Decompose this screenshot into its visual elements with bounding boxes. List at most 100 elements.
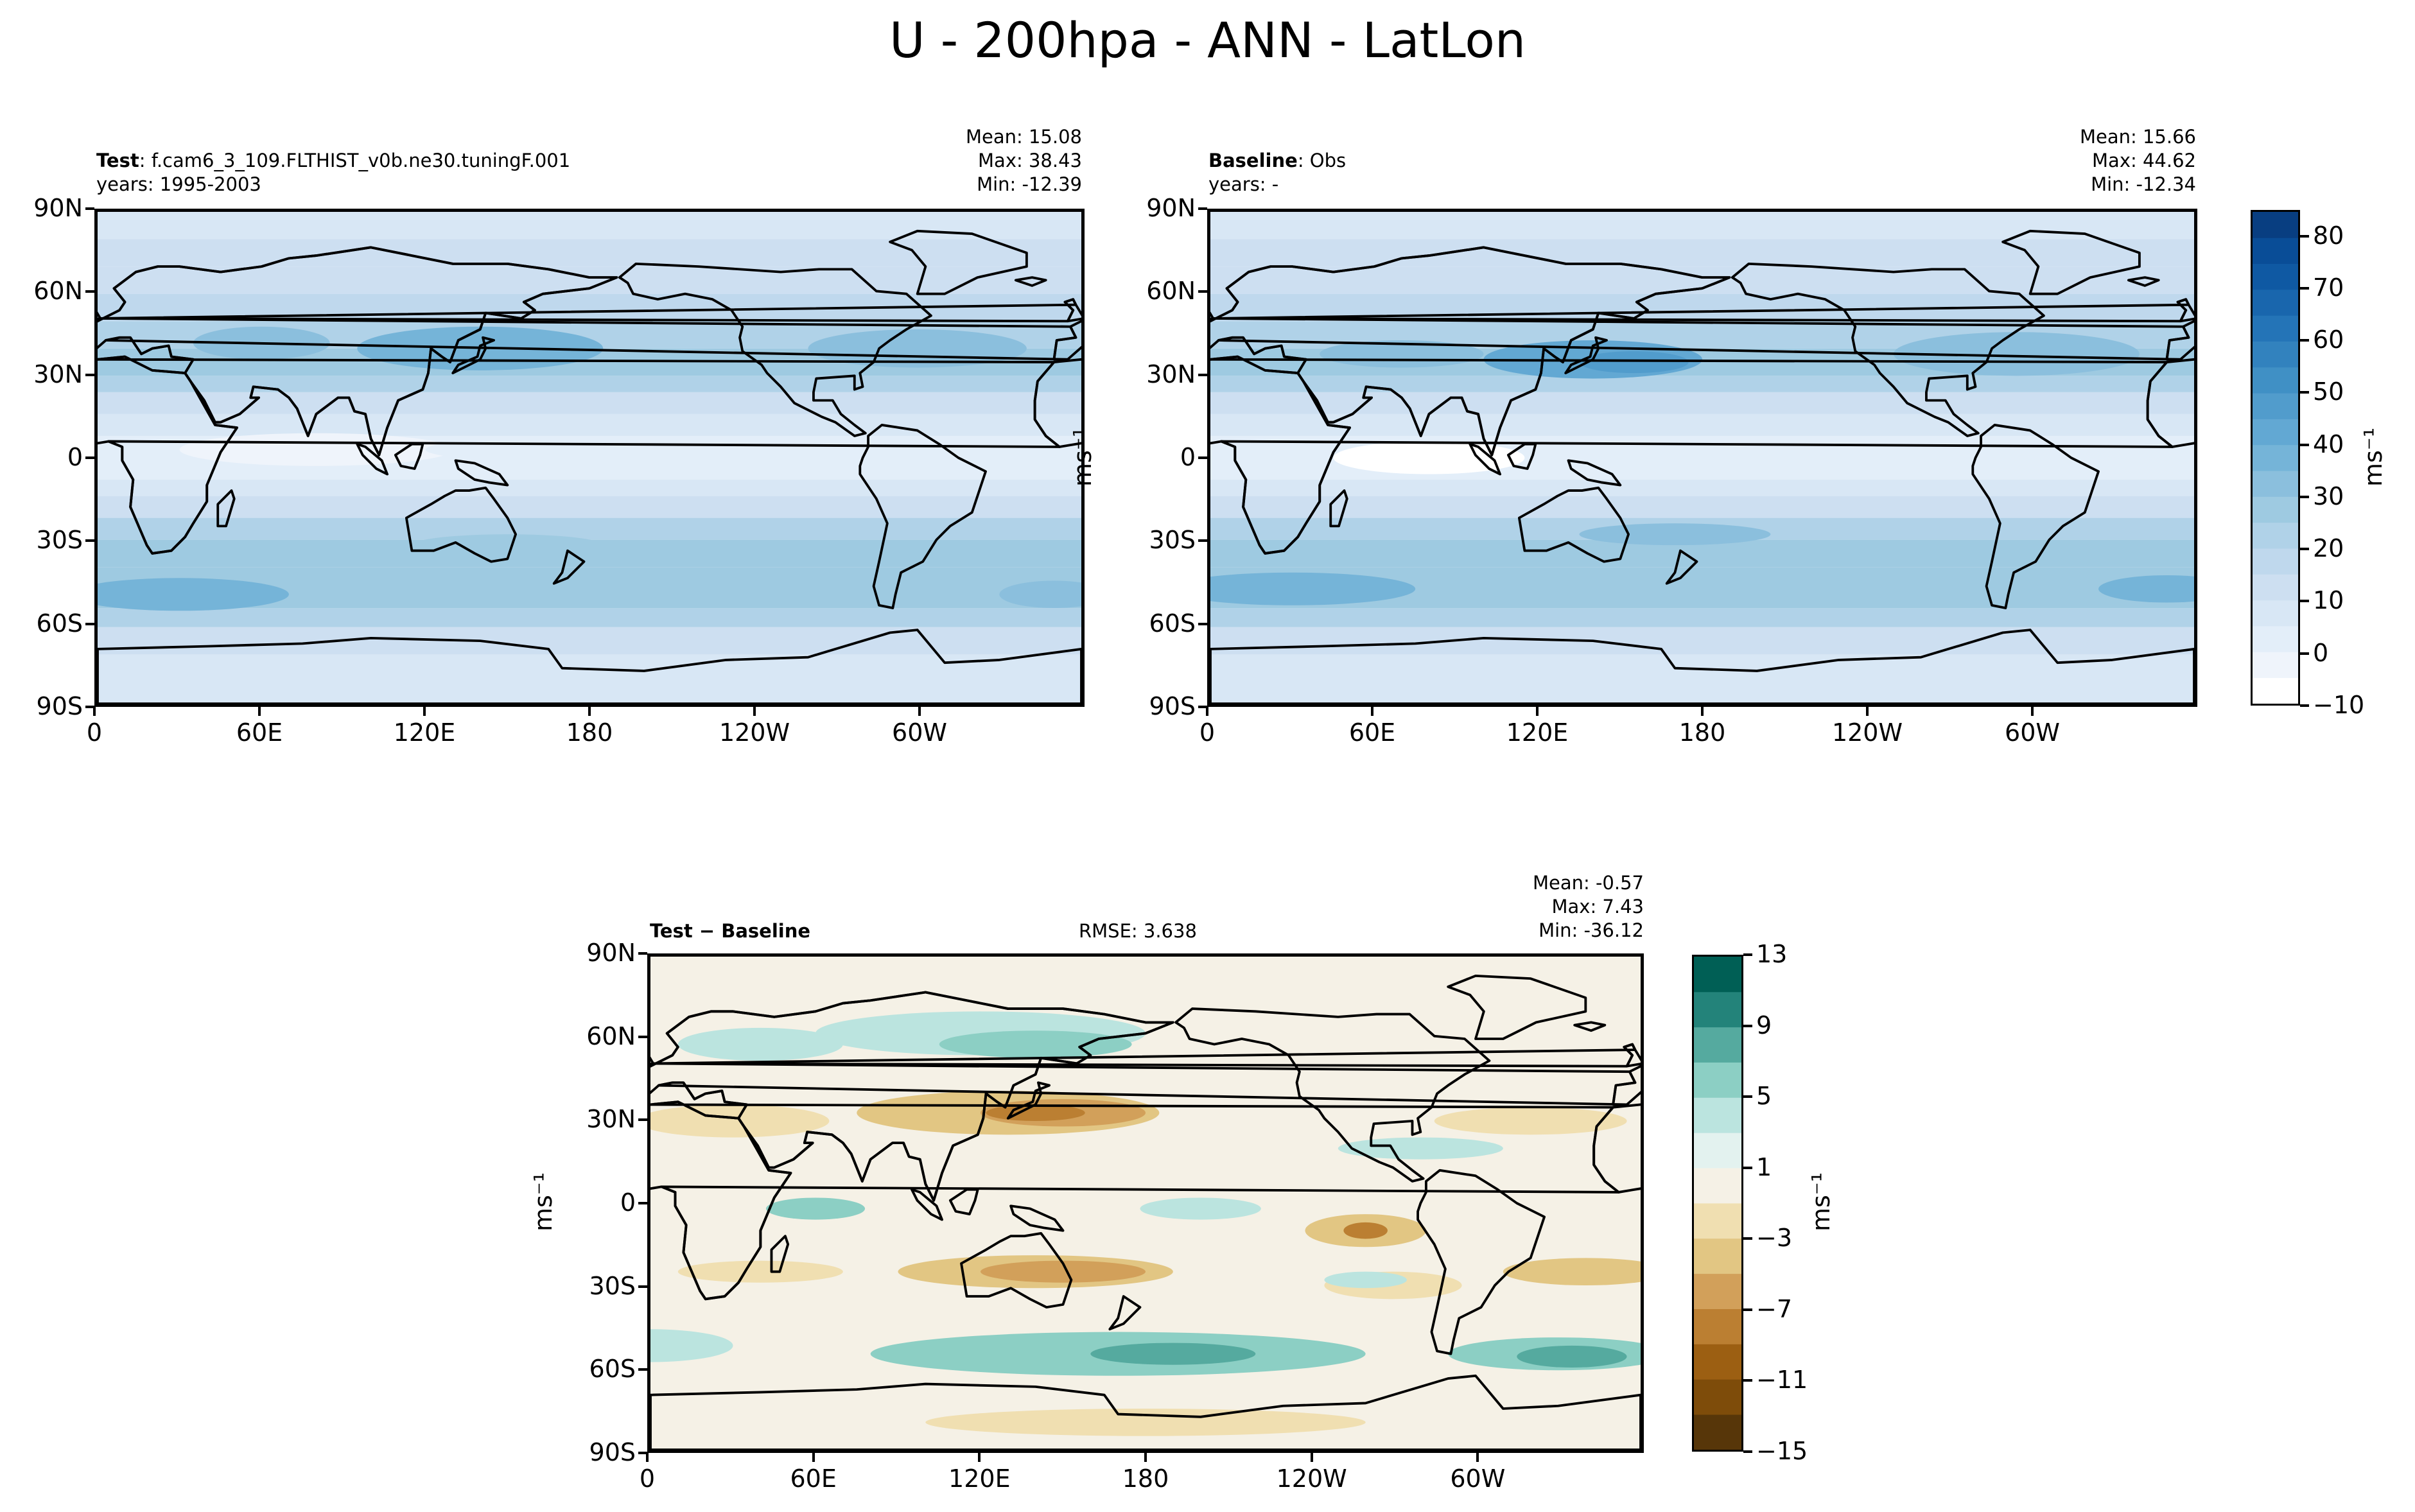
test-jets-5	[98, 578, 289, 611]
colorbar-tick-mark	[1743, 1024, 1752, 1027]
y-tick-mark	[85, 207, 94, 210]
y-tick-mark	[85, 539, 94, 543]
x-tick-label: 120E	[393, 718, 456, 747]
coastlines	[98, 229, 1081, 704]
y-tick-label: 60N	[586, 1021, 636, 1050]
coast-uk-west	[98, 311, 102, 320]
coast-newguinea	[1567, 459, 1622, 487]
y-tick-label: 60N	[1146, 277, 1196, 306]
diff-anomalies-10	[1140, 1197, 1261, 1220]
colorbar-swatch	[2253, 444, 2298, 471]
y-tick-label: 90S	[1149, 692, 1196, 720]
coast-borneo	[948, 1188, 979, 1215]
y-tick-mark	[638, 1285, 647, 1288]
coast-southamerica	[859, 424, 987, 609]
test-map-plot	[98, 212, 1081, 704]
coast-eurasia-west	[98, 246, 618, 456]
colorbar-swatch	[1694, 1133, 1741, 1169]
colorbar-tick-label: 10	[2313, 586, 2344, 615]
x-tick-mark	[1866, 707, 1869, 716]
coast-borneo	[1506, 442, 1537, 470]
y-tick-mark	[638, 1118, 647, 1122]
baseline-panel-label: Baseline: Obs	[1208, 150, 1346, 171]
colorbar-swatch	[1694, 1414, 1741, 1450]
band-0	[1210, 212, 2194, 239]
baseline-jets-4	[1333, 441, 1525, 474]
colorbar-swatch	[1694, 1027, 1741, 1063]
x-tick-label: 60E	[1348, 718, 1396, 747]
diff-anomalies-9	[765, 1197, 866, 1220]
coast-greenland	[889, 229, 1028, 295]
field-colorbar-swatches	[2253, 212, 2298, 704]
diff-min: Min: -36.12	[1539, 919, 1644, 941]
colorbar-swatch	[1694, 1062, 1741, 1098]
test-mean: Mean: 15.08	[965, 126, 1082, 148]
y-tick-label: 30N	[1146, 360, 1196, 388]
colorbar-swatch	[2253, 600, 2298, 627]
y-tick-label: 0	[1180, 443, 1196, 471]
x-tick-mark	[753, 707, 756, 716]
colorbar-swatch	[1694, 1344, 1741, 1380]
band-7	[1210, 392, 2194, 414]
y-tick-label: 90S	[36, 692, 83, 720]
test-jets-3	[179, 433, 453, 466]
colorbar-tick-label: 30	[2313, 482, 2344, 510]
y-tick-label: 30S	[36, 526, 83, 555]
x-tick-mark	[1701, 707, 1704, 716]
diff-anomalies-2	[677, 1027, 843, 1061]
y-tick-label: 90N	[1146, 194, 1196, 222]
test-jets-6	[412, 534, 604, 557]
x-tick-mark	[1206, 707, 1208, 716]
colorbar-swatch	[1694, 1203, 1741, 1239]
y-tick-mark	[1198, 706, 1207, 708]
colorbar-swatch	[1694, 1273, 1741, 1309]
band-10	[1210, 480, 2194, 496]
x-tick-mark	[93, 707, 96, 716]
colorbar-tick-mark	[1743, 1237, 1752, 1240]
y-tick-mark	[1198, 456, 1207, 459]
colorbar-tick-label: 80	[2313, 221, 2344, 250]
y-tick-mark	[1198, 207, 1207, 210]
coast-uk-wrap	[1063, 298, 1081, 323]
colorbar-tick-label: 70	[2313, 273, 2344, 302]
baseline-years: years: -	[1208, 173, 1279, 195]
coast-madagascar	[216, 489, 236, 528]
x-tick-label: 120E	[948, 1464, 1011, 1493]
test-min: Min: -12.39	[977, 173, 1082, 195]
band-0	[98, 212, 1081, 239]
coast-sumatra	[1469, 442, 1502, 476]
y-tick-mark	[85, 373, 94, 376]
y-tick-label: 0	[67, 443, 83, 471]
coast-eurasia-west	[650, 991, 1174, 1202]
coast-newzealand	[1665, 549, 1698, 585]
coast-greenland	[1447, 974, 1587, 1040]
x-tick-mark	[918, 707, 921, 716]
coast-greenland	[2001, 229, 2141, 295]
coastlines	[1210, 229, 2194, 704]
band-17	[98, 654, 1081, 704]
diff-anomalies-18	[1324, 1271, 1407, 1289]
diff-rmse: RMSE: 3.638	[1079, 920, 1197, 942]
diff-colorbar-units: ms⁻¹	[1807, 1172, 1836, 1232]
colorbar-tick-mark	[2300, 495, 2309, 498]
x-tick-label: 0	[1199, 718, 1216, 747]
y-tick-mark	[85, 456, 94, 459]
y-tick-label: 60N	[33, 277, 83, 306]
baseline-jets-6	[1210, 572, 1416, 605]
x-tick-label: 60E	[790, 1464, 837, 1493]
baseline-label-bold: Baseline	[1208, 150, 1298, 171]
colorbar-swatch	[2253, 289, 2298, 316]
colorbar-swatch	[2253, 548, 2298, 575]
y-tick-mark	[638, 1035, 647, 1038]
colorbar-swatch	[2253, 393, 2298, 419]
baseline-jets-3	[1893, 332, 2140, 376]
colorbar-tick-mark	[1743, 1166, 1752, 1169]
colorbar-tick-label: −10	[2313, 691, 2365, 719]
x-tick-mark	[1144, 1453, 1147, 1462]
test-years: years: 1995-2003	[96, 173, 261, 195]
band-6	[98, 376, 1081, 392]
colorbar-tick-label: 60	[2313, 326, 2344, 354]
x-tick-label: 120E	[1506, 718, 1569, 747]
coastlines	[650, 974, 1641, 1450]
y-tick-label: 30S	[589, 1271, 636, 1300]
